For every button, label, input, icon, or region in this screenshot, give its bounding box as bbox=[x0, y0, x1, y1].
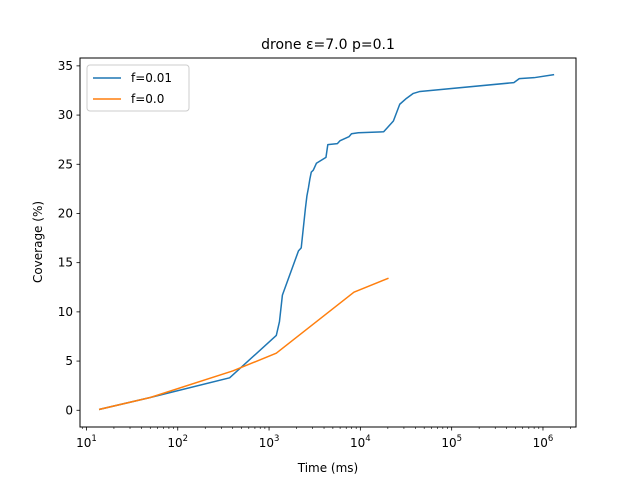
x-tick-label: 106 bbox=[533, 434, 554, 450]
x-axis: 101 102 103 104 105 106 bbox=[76, 427, 571, 450]
y-tick-label: 5 bbox=[65, 354, 73, 368]
y-tick-label: 35 bbox=[58, 59, 73, 73]
x-tick-label: 101 bbox=[76, 434, 97, 450]
y-axis: 0 5 10 15 20 25 30 35 bbox=[58, 59, 80, 417]
y-tick-label: 0 bbox=[65, 403, 73, 417]
legend-label-1: f=0.0 bbox=[131, 92, 164, 106]
legend: f=0.01 f=0.0 bbox=[86, 64, 190, 112]
y-tick-label: 15 bbox=[58, 256, 73, 270]
legend-label-0: f=0.01 bbox=[131, 71, 172, 85]
x-tick-label: 104 bbox=[350, 434, 371, 450]
x-axis-label: Time (ms) bbox=[297, 461, 359, 475]
y-tick-label: 30 bbox=[58, 108, 73, 122]
y-axis-label: Coverage (%) bbox=[31, 201, 45, 283]
y-tick-label: 25 bbox=[58, 157, 73, 171]
y-tick-label: 20 bbox=[58, 206, 73, 220]
chart-title: drone ε=7.0 p=0.1 bbox=[261, 37, 395, 53]
y-tick-label: 10 bbox=[58, 305, 73, 319]
plot-area bbox=[98, 73, 555, 411]
series-line-1 bbox=[98, 277, 389, 411]
x-tick-label: 102 bbox=[167, 434, 188, 450]
x-tick-label: 103 bbox=[259, 434, 280, 450]
x-tick-label: 105 bbox=[441, 434, 462, 450]
series-line-0 bbox=[98, 73, 555, 411]
axes-frame bbox=[79, 57, 577, 428]
